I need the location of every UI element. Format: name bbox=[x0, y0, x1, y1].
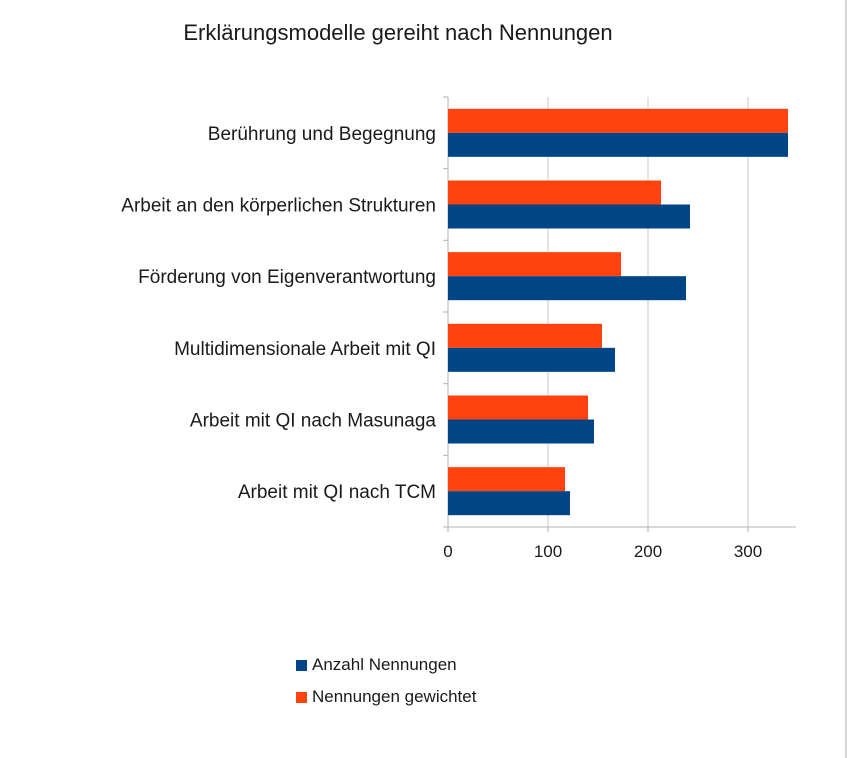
x-tick-label: 100 bbox=[534, 542, 562, 561]
legend-label: Anzahl Nennungen bbox=[312, 655, 457, 674]
x-tick-label: 300 bbox=[734, 542, 762, 561]
category-label: Arbeit mit QI nach Masunaga bbox=[190, 411, 436, 432]
bar-anzahl bbox=[448, 491, 570, 516]
bar-gewichtet bbox=[448, 467, 565, 492]
category-label: Berührung und Begegnung bbox=[208, 124, 436, 145]
bar-gewichtet bbox=[448, 395, 588, 420]
bar-anzahl bbox=[448, 347, 615, 372]
bar-anzahl bbox=[448, 276, 686, 301]
chart-title: Erklärungsmodelle gereiht nach Nennungen bbox=[183, 20, 613, 45]
category-label: Förderung von Eigenverantwortung bbox=[138, 267, 436, 288]
legend-swatch-orange bbox=[296, 691, 307, 703]
bar-gewichtet bbox=[448, 323, 602, 348]
bar-anzahl bbox=[448, 419, 594, 444]
bar-gewichtet bbox=[448, 252, 621, 277]
page-edge bbox=[845, 0, 847, 758]
category-label: Multidimensionale Arbeit mit QI bbox=[174, 339, 436, 360]
bar-anzahl bbox=[448, 204, 690, 229]
x-tick-label: 200 bbox=[634, 542, 662, 561]
category-label: Arbeit mit QI nach TCM bbox=[238, 482, 436, 503]
legend-swatch-blue bbox=[296, 659, 307, 671]
bar-anzahl bbox=[448, 132, 788, 157]
legend-item-gewichtet: Nennungen gewichtet bbox=[296, 687, 476, 707]
bar-gewichtet bbox=[448, 108, 788, 133]
x-tick-label: 0 bbox=[443, 542, 452, 561]
legend-label: Nennungen gewichtet bbox=[312, 687, 477, 706]
legend-item-anzahl: Anzahl Nennungen bbox=[296, 655, 457, 675]
bar-gewichtet bbox=[448, 180, 661, 205]
category-label: Arbeit an den körperlichen Strukturen bbox=[121, 196, 436, 217]
